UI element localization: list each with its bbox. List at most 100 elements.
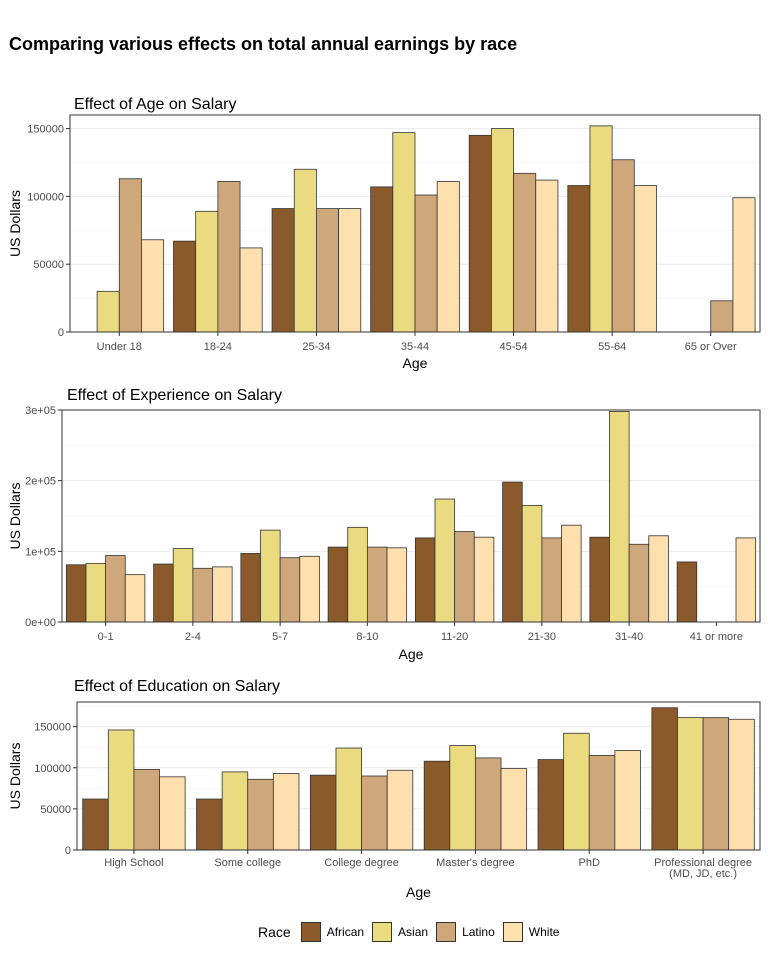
chart-2-xtick-label: 41 or more (690, 631, 743, 643)
chart-3-xtick-label: Some college (214, 857, 281, 869)
chart-3-xtick-label: Professional degree (MD, JD, etc.) (654, 857, 752, 880)
charts-canvas: Under 18 18-24 25-34 35-44 45-54 55-64 65 or O… (7, 96, 761, 900)
chart-2-bar-21-30-latino (541, 537, 562, 623)
chart-3-bar-high-school-white (159, 776, 186, 851)
chart-3-ytick-label: 100000 (34, 763, 71, 775)
chart-2-ylabel: US Dollars (7, 483, 23, 550)
chart-1-bar-25-34-asian (293, 168, 317, 333)
chart-3-bar-some-college-white (272, 773, 300, 851)
chart-2-bar-0-1-african (65, 564, 87, 623)
chart-1-xtick-label: 35-44 (401, 341, 429, 353)
chart-3-bar-some-college-african (196, 798, 223, 851)
chart-2-bar-11-20-african (414, 537, 436, 623)
chart-2-xtick-label: 2-4 (185, 631, 201, 643)
legend-item-african: African (300, 922, 364, 942)
chart-2-bar-2-4-latino (192, 567, 213, 623)
chart-2-bar-5-7-latino (279, 557, 301, 623)
chart-2-bar-8-10-african (327, 546, 349, 623)
chart-3-xtick-label: High School (104, 857, 163, 869)
chart-2-bar-21-30-african (502, 481, 523, 623)
chart-3-bar-phd-asian (563, 732, 590, 851)
chart-1-bar-35-44-african (370, 186, 394, 333)
chart-1-bar-45-54-white (535, 179, 559, 333)
legend-swatch-african (300, 922, 321, 942)
chart-2-bar-5-7-african (240, 553, 261, 623)
chart-3-bar-college-degree-latino (361, 775, 388, 851)
chart-3-ytick-label: 150000 (34, 722, 71, 734)
chart-1-bar-18-24-white (239, 247, 263, 333)
chart-1-ytick-label: 100000 (27, 191, 64, 203)
chart-3-xtick-label: Master's degree (436, 857, 515, 869)
chart-1-bar-25-34-african (271, 208, 295, 333)
chart-1-bar-18-24-asian (195, 210, 219, 333)
chart-1-bar-35-44-latino (414, 194, 438, 333)
chart-3-bar-phd-african (537, 759, 565, 851)
chart-1-bar-35-44-asian (392, 132, 416, 333)
chart-2-bar-2-4-african (153, 563, 174, 623)
chart-2-title: Effect of Experience on Salary (67, 387, 282, 404)
chart-2-bar-8-10-asian (347, 526, 368, 623)
chart-2-xtick-label: 11-20 (441, 631, 468, 643)
chart-3-bar-college-degree-asian (335, 747, 362, 851)
legend-swatch-white (502, 922, 523, 942)
chart-3-ylabel: US Dollars (7, 743, 23, 810)
chart-3-bar-college-degree-white (386, 769, 414, 851)
legend-item-asian: Asian (372, 922, 428, 942)
chart-2-bar-31-40-latino (628, 543, 650, 623)
chart-3-bar-phd-white (614, 750, 641, 851)
chart-2-bar-11-20-asian (434, 498, 456, 623)
chart-3-bar-professional-degree-md-jd-etc-white (728, 718, 755, 851)
chart-1-bar-65-or-over-white (732, 197, 756, 333)
legend-title: Race (258, 924, 291, 940)
chart-2-bar-8-10-white (386, 547, 408, 623)
chart-1-bar-55-64-latino (611, 159, 635, 333)
chart-1-bar-under-18-asian (96, 290, 120, 333)
chart-1-title: Effect of Age on Salary (74, 96, 236, 113)
chart-3-xtick-label: College degree (324, 857, 399, 869)
chart-3-panel-border (76, 701, 761, 851)
chart-3-bar-high-school-latino (133, 769, 160, 851)
chart-2-bar-2-4-asian (172, 548, 194, 623)
chart-2-bar-0-1-latino (105, 555, 126, 623)
legend: Race African Asian Latino White (0, 920, 768, 950)
chart-3-title: Effect of Education on Salary (74, 678, 280, 695)
chart-3-bar-high-school-asian (107, 729, 135, 851)
chart-2-bar-31-40-asian (609, 411, 630, 623)
chart-3-bar-some-college-latino (247, 778, 274, 851)
chart-2-bar-11-20-white (473, 536, 495, 623)
chart-3-ytick-label: 50000 (40, 804, 71, 816)
chart-1-xtick-label: 65 or Over (685, 341, 737, 353)
chart-2-bar-0-1-asian (85, 562, 107, 623)
chart-3-bar-professional-degree-md-jd-etc-asian (677, 717, 704, 851)
chart-1-xtick-label: 55-64 (598, 341, 626, 353)
chart-3-bar-master-s-degree-latino (475, 757, 502, 851)
chart-1-bar-25-34-white (338, 208, 362, 333)
chart-3-xtick-label: PhD (579, 857, 600, 869)
legend-item-white: White (502, 922, 560, 942)
legend-label-latino: Latino (462, 925, 495, 939)
chart-1-bar-55-64-asian (589, 125, 613, 333)
chart-1-bar-under-18-latino (118, 178, 142, 333)
chart-2-xtick-label: 5-7 (272, 631, 288, 643)
chart-3-bar-master-s-degree-asian (449, 745, 476, 851)
chart-2-bar-5-7-asian (260, 529, 281, 623)
figure-title: Comparing various effects on total annua… (9, 34, 518, 54)
chart-2-bar-0-1-white (124, 574, 146, 623)
chart-2-ytick-label: 2e+05 (25, 476, 56, 488)
chart-2-ytick-label: 3e+05 (25, 405, 56, 417)
chart-1-ytick-label: 50000 (33, 259, 64, 271)
chart-2-xtick-label: 0-1 (98, 631, 114, 643)
chart-2-bar-31-40-white (648, 535, 669, 623)
chart-2-ytick-label: 1e+05 (25, 546, 56, 558)
chart-1-bar-25-34-latino (316, 208, 340, 333)
legend-label-white: White (528, 925, 560, 939)
chart-1-xtick-label: 45-54 (500, 341, 528, 353)
chart-1-bar-35-44-white (436, 181, 460, 333)
chart-2-panel-border (61, 409, 761, 623)
chart-2-bar-21-30-asian (521, 504, 543, 623)
chart-2-bar-2-4-white (212, 566, 233, 623)
chart-3-bar-some-college-asian (221, 771, 249, 851)
chart-2-bar-11-20-latino (454, 531, 475, 623)
chart-1-ytick-label: 0 (58, 327, 64, 339)
legend-label-asian: Asian (398, 925, 429, 939)
